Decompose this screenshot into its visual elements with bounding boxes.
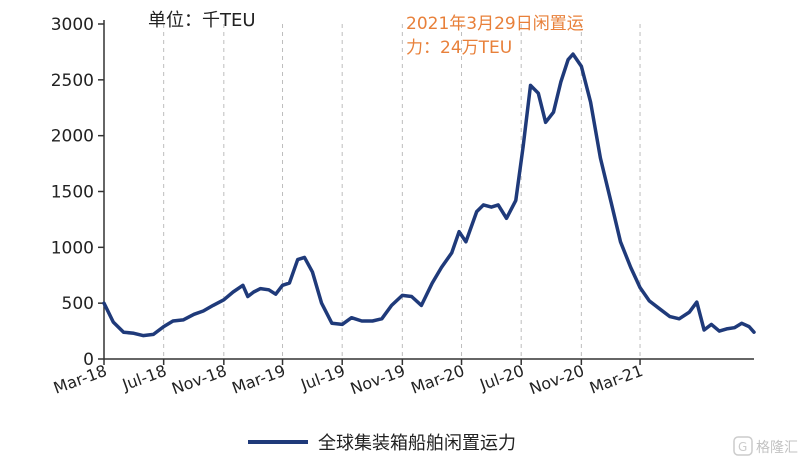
x-tick-label: Nov-20 [527,361,587,398]
watermark-logo-glyph: G [738,440,747,454]
y-tick-labels: 0 500 1000 1500 2000 2500 3000 [51,15,94,370]
legend-label: 全球集装箱船舶闲置运力 [318,433,516,454]
watermark-text: 格隆汇 [756,440,798,456]
watermark: G 格隆汇 [733,436,798,456]
y-tick-label: 1000 [51,238,94,258]
x-tick-label: Nov-19 [348,361,408,398]
y-tick-label: 3000 [51,15,94,35]
x-tick-label: Jul-18 [119,361,169,395]
x-tick-label: Mar-19 [229,361,287,398]
x-tick-label: Mar-20 [408,361,466,398]
x-tick-label: Nov-18 [169,361,229,398]
y-tick-label: 500 [62,294,94,314]
y-tick-label: 2000 [51,127,94,147]
series-layer [102,52,756,338]
y-tick-label: 0 [83,350,94,370]
y-tick-label: 2500 [51,71,94,91]
x-tick-label: Jul-19 [297,361,347,395]
watermark-logo-icon [733,436,753,456]
annotation-line-1: 2021年3月29日闲置运 [406,14,584,34]
legend: 全球集装箱船舶闲置运力 [248,433,516,454]
x-tick-label: Jul-20 [476,361,526,395]
series-line [102,52,756,338]
unit-label: 单位：千TEU [148,10,256,31]
x-tick-label: Mar-21 [587,361,645,398]
x-tick-label: Mar-18 [51,361,109,398]
grid-layer [163,24,641,359]
y-tick-label: 1500 [51,183,94,203]
x-tick-labels: Mar-18 Jul-18 Nov-18 Mar-19 Jul-19 Nov-19 Mar-… [51,361,646,398]
annotation-line-2: 力：24万TEU [406,38,512,58]
